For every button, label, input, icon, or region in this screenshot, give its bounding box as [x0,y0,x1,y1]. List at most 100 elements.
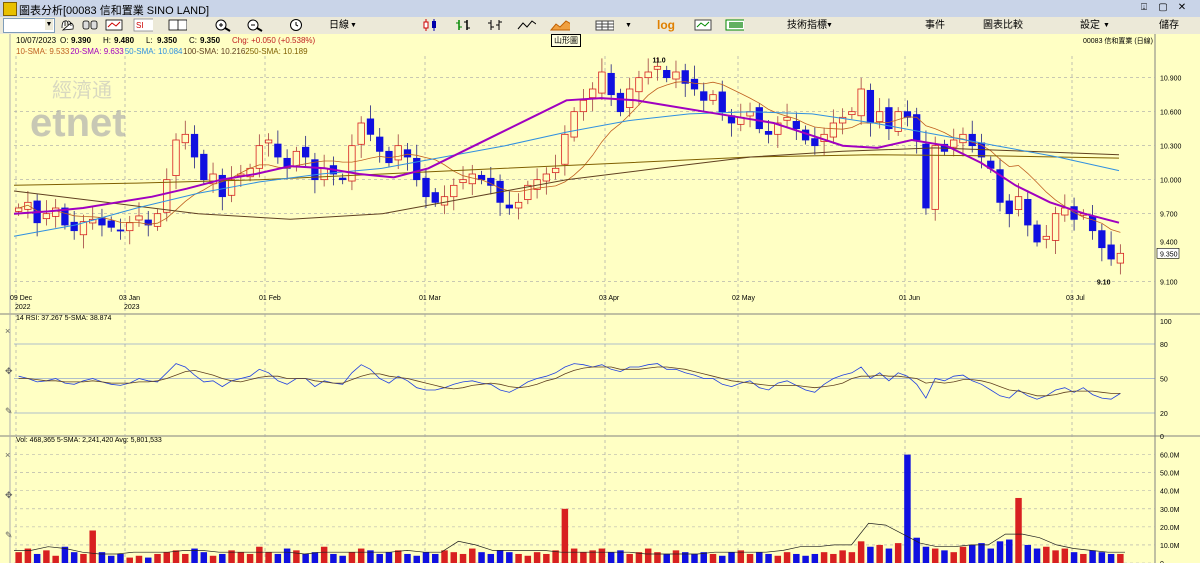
maximize-icon[interactable]: ▢ [1158,2,1168,13]
candle [774,122,782,135]
volume-bar [904,454,911,563]
candle [135,215,143,221]
chevron-down-icon[interactable]: ▼ [45,19,53,30]
zoom-out-icon[interactable] [245,18,265,32]
layout-icon[interactable] [167,18,187,32]
svg-text:SI: SI [136,21,144,30]
volume-bar [348,552,356,563]
candle [783,116,791,121]
compare-icon[interactable] [693,18,713,32]
rsi-title: 14 RSI: 37.267 5-SMA: 38.874 [16,315,111,322]
volume-tick-label: 0 [1160,561,1164,563]
zoom-range-icon[interactable] [104,18,124,32]
candle [468,173,476,185]
candle [98,217,106,226]
volume-bar [237,552,245,563]
candle [857,88,865,117]
ohlc-icon[interactable] [485,18,505,32]
candle [709,94,717,101]
candle [394,145,402,161]
candle [431,192,439,203]
events-button[interactable]: 事件 [925,20,945,31]
chevron-down-icon[interactable]: ▼ [826,22,833,29]
candle [1042,235,1050,240]
candle [163,179,171,213]
candle [348,145,356,182]
pane-control-icon: ✥ [5,366,13,376]
candle [1033,224,1041,243]
candle [181,133,189,144]
candle [52,207,60,217]
volume-bar [61,546,69,563]
high-annotation: 11.0 [652,57,665,64]
technical-indicators-menu[interactable]: 技術指標 [787,20,827,31]
volume-bar [506,552,513,563]
hand-icon[interactable] [58,18,78,32]
settings-menu[interactable]: 設定 [1080,20,1100,31]
y-tick-label: 10.300 [1160,144,1182,151]
volume-bar [469,548,476,563]
x-tick-label: 03 Jan [119,295,140,302]
x-tick-label: 2022 [15,304,31,311]
volume-bar [15,552,22,563]
y-tick-label: 9.100 [1160,280,1178,287]
volume-bar [367,550,374,563]
volume-bar [89,530,96,563]
volume-bar [98,552,106,563]
volume-bar [968,544,976,563]
candle [14,207,23,212]
stock-code-input[interactable] [3,18,55,33]
sma-legend-item: 50-SMA: 10.084 [125,47,183,56]
candle [70,221,78,232]
volume-bar [737,550,745,563]
volume-bar [450,552,458,563]
candle [811,138,819,147]
mountain-chart-icon[interactable] [550,18,570,32]
volume-bar [644,548,652,563]
candlestick-chart-icon[interactable] [420,18,440,32]
price-change: Chg: +0.050 (+0.538%) [232,36,316,45]
volume-bar [867,546,874,563]
table-view-icon[interactable] [594,18,614,32]
candle [218,174,226,198]
volume-bar [1061,548,1069,563]
close-icon[interactable]: ✕ [1177,2,1187,13]
volume-bar [617,550,624,563]
volume-bar [1070,552,1078,563]
current-price-label: 9.350 [1160,251,1178,258]
restore-icon[interactable]: ⍗ [1141,2,1147,13]
chart-area[interactable]: 經濟通 etnet 10/07/2023 O: 9.390 H: 9.480 L: 9.350 C… [0,34,1200,563]
volume-bar [219,553,226,563]
candle [144,219,152,226]
volume-bar [43,550,50,563]
chevron-down-icon[interactable]: ▼ [1103,22,1110,29]
volume-bar [1006,539,1013,563]
compare-charts-button[interactable]: 圖表比較 [983,20,1023,31]
rsi-sma-line [18,366,1121,397]
save-button[interactable]: 儲存 [1159,20,1179,31]
export-icon[interactable] [724,18,744,32]
volume-bar [200,552,208,563]
clock-icon[interactable] [286,18,306,32]
volume-bar [746,553,754,563]
candle [931,145,939,210]
log-scale-button[interactable]: log [657,18,675,32]
volume-bar [145,557,152,563]
candle [255,145,263,169]
line-chart-icon[interactable] [516,18,536,32]
volume-bar [700,552,707,563]
sino-land-logo-icon[interactable]: SI [133,18,153,32]
candle [663,70,671,79]
bar-chart-icon[interactable] [453,18,473,32]
candle [1061,207,1069,216]
candle [616,92,625,113]
chevron-down-icon[interactable]: ▼ [350,22,357,29]
binoculars-icon[interactable] [80,18,100,32]
chevron-down-icon[interactable]: ▼ [625,22,632,29]
period-dropdown[interactable]: 日線 [329,20,349,31]
rsi-tick-label: 50 [1160,377,1168,384]
candle [690,78,699,90]
stock-tag: 00083 信和置業 (日線) [1083,36,1153,45]
zoom-in-icon[interactable] [213,18,233,32]
